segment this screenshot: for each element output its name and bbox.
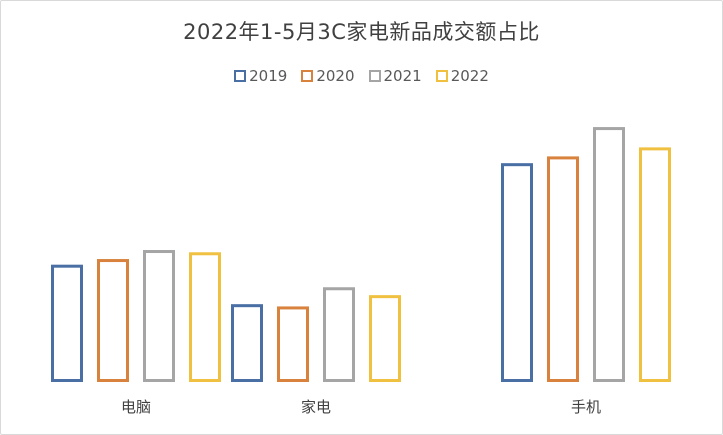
- bar-2021-电脑: [143, 250, 175, 382]
- bar-2021-手机: [593, 127, 625, 382]
- bar-2020-手机: [547, 156, 579, 382]
- legend-swatch-2021: [368, 70, 381, 82]
- bar-2019-手机: [501, 163, 533, 382]
- legend-item-2020: 2020: [301, 67, 355, 85]
- legend-item-2019: 2019: [234, 67, 287, 85]
- bar-2020-家电: [277, 306, 309, 383]
- bar-2022-电脑: [189, 252, 221, 382]
- legend-label-2020: 2020: [316, 67, 355, 85]
- bar-2021-家电: [323, 287, 355, 382]
- legend: 2019 2020 2021 2022: [0, 67, 723, 85]
- legend-label-2021: 2021: [383, 67, 422, 85]
- bar-2022-手机: [639, 147, 671, 382]
- legend-item-2021: 2021: [368, 67, 422, 85]
- category-label-1: 家电: [301, 398, 331, 416]
- bar-2019-家电: [231, 304, 263, 382]
- category-label-2: 手机: [571, 398, 601, 416]
- bar-2020-电脑: [97, 259, 129, 383]
- chart-title: 2022年1-5月3C家电新品成交额占比: [183, 20, 540, 44]
- category-label-0: 电脑: [121, 398, 151, 416]
- bar-2022-家电: [369, 295, 401, 383]
- legend-swatch-2019: [234, 70, 247, 82]
- bar-2019-电脑: [51, 264, 83, 382]
- legend-swatch-2020: [301, 70, 314, 82]
- legend-swatch-2022: [435, 70, 448, 82]
- legend-label-2022: 2022: [450, 67, 489, 85]
- legend-item-2022: 2022: [435, 67, 489, 85]
- legend-label-2019: 2019: [249, 67, 288, 85]
